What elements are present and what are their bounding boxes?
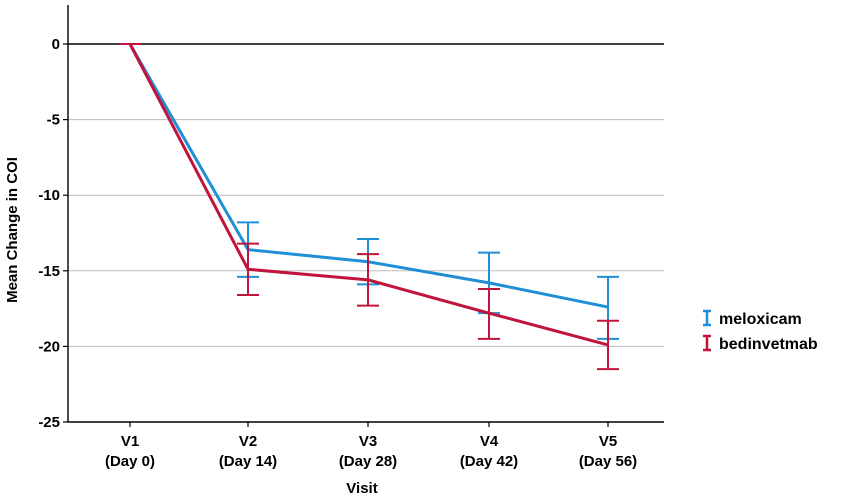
grid-lines (68, 119, 664, 347)
x-axis-title: Visit (346, 480, 377, 497)
legend: meloxicam bedinvetmab (703, 309, 818, 353)
series-layer (119, 43, 619, 371)
legend-label: bedinvetmab (719, 336, 818, 353)
y-tick-label: -10 (38, 187, 60, 204)
x-tick-label: V1 (Day 0) (105, 433, 155, 470)
legend-label: meloxicam (719, 311, 802, 328)
y-tick-label: -15 (38, 263, 60, 280)
y-axis-title: Mean Change in COI (4, 157, 21, 303)
axes (67, 5, 664, 423)
y-tick-labels: 0 -5 -10 -15 -20 -25 (38, 36, 68, 431)
y-tick-label: -25 (38, 414, 60, 431)
y-tick-label: 0 (52, 36, 60, 53)
y-tick-label: -5 (47, 112, 60, 129)
x-tick-label: V5 (Day 56) (579, 433, 637, 470)
x-tick-label: V3 (Day 28) (339, 433, 397, 470)
error-bar (478, 287, 500, 340)
legend-item-bedinvetmab: bedinvetmab (703, 334, 818, 353)
legend-item-meloxicam: meloxicam (703, 309, 802, 328)
y-tick-label: -20 (38, 338, 60, 355)
x-tick-label: V4 (Day 42) (460, 433, 518, 470)
series-bedinvetmab (119, 43, 619, 371)
x-tick-labels: V1 (Day 0) V2 (Day 14) V3 (Day 28) V4 (Day 42) V… (105, 422, 637, 470)
x-tick-label: V2 (Day 14) (219, 433, 277, 470)
